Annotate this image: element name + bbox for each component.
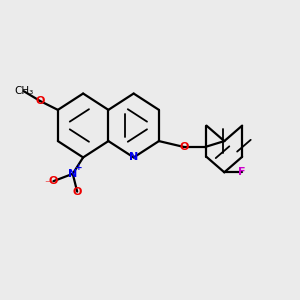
Text: CH₃: CH₃ [14,86,33,96]
Text: +: + [75,163,83,172]
Text: O: O [73,187,82,196]
Text: F: F [238,167,246,177]
Text: O: O [35,96,45,106]
Text: N: N [129,152,138,162]
Text: ⁻: ⁻ [44,179,50,189]
Text: O: O [49,176,58,186]
Text: N: N [68,169,77,179]
Text: O: O [179,142,189,152]
